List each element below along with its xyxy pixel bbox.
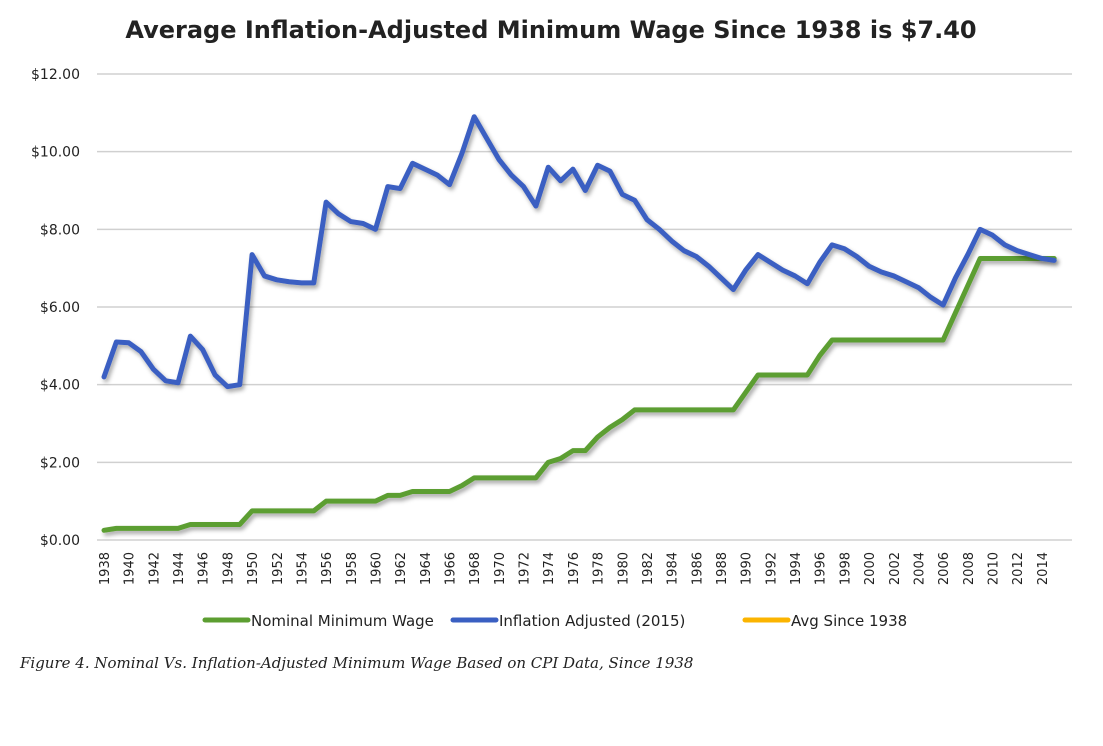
x-tick-label: 1990 [740,552,755,585]
x-tick-label: 1938 [98,552,113,585]
y-tick-label: $6.00 [40,300,80,316]
x-tick-label: 1942 [147,552,162,585]
y-tick-label: $12.00 [31,67,80,83]
legend: Nominal Minimum Wage Inflation Adjusted (… [202,612,907,630]
x-tick-label: 1970 [493,552,508,585]
chart-title: Average Inflation-Adjusted Minimum Wage … [125,16,976,44]
legend-label: Nominal Minimum Wage [251,612,434,630]
x-tick-label: 2008 [962,552,977,585]
x-tick-label: 1946 [197,552,212,585]
x-tick-label: 1982 [641,552,656,585]
x-tick-label: 2012 [1011,552,1026,585]
x-tick-label: 1992 [764,552,779,585]
gridlines [97,73,1072,541]
series-lines [101,114,1057,533]
x-tick-label: 1962 [394,552,409,585]
y-tick-label: $4.00 [40,378,80,394]
x-tick-label: 1986 [690,552,705,585]
x-tick-label: 2000 [863,552,878,585]
figure-caption: Figure 4. Nominal Vs. Inflation-Adjusted… [20,654,694,672]
y-tick-label: $0.00 [40,533,80,549]
x-tick-label: 2010 [986,552,1001,585]
x-tick-label: 2002 [888,552,903,585]
x-tick-label: 1956 [320,552,335,585]
x-tick-label: 1984 [666,552,681,585]
x-tick-label: 1980 [616,552,631,585]
x-tick-label: 1958 [345,552,360,585]
series-line-nominal-minimum-wage [101,255,1057,533]
x-tick-label: 2006 [937,552,952,585]
x-tick-label: 1954 [295,552,310,585]
y-tick-label: $8.00 [40,222,80,238]
y-axis: $0.00 $2.00 $4.00 $6.00 $8.00 $10.00 $12.00 [31,67,80,549]
x-axis: 1938 1940 1942 1944 1946 1948 1950 1952 1954 1956… [98,552,1051,585]
x-tick-label: 1976 [567,552,582,585]
x-tick-label: 1952 [271,552,286,585]
x-tick-label: 1944 [172,552,187,585]
series-line-inflation-adjusted-2015 [101,114,1057,390]
x-tick-label: 1960 [369,552,384,585]
x-tick-label: 1964 [419,552,434,585]
x-tick-label: 1974 [542,552,557,585]
x-tick-label: 1940 [123,552,138,585]
x-tick-label: 1968 [468,552,483,585]
x-tick-label: 1950 [246,552,261,585]
x-tick-label: 2004 [912,552,927,585]
x-tick-label: 1966 [444,552,459,585]
legend-label: Avg Since 1938 [791,612,907,630]
x-tick-label: 1996 [814,552,829,585]
x-tick-label: 2014 [1036,552,1051,585]
y-tick-label: $10.00 [31,145,80,161]
x-tick-label: 1972 [518,552,533,585]
x-tick-label: 1948 [221,552,236,585]
legend-label: Inflation Adjusted (2015) [499,612,685,630]
x-tick-label: 1988 [715,552,730,585]
y-tick-label: $2.00 [40,455,80,471]
x-tick-label: 1994 [789,552,804,585]
x-tick-label: 1978 [592,552,607,585]
x-tick-label: 1998 [838,552,853,585]
